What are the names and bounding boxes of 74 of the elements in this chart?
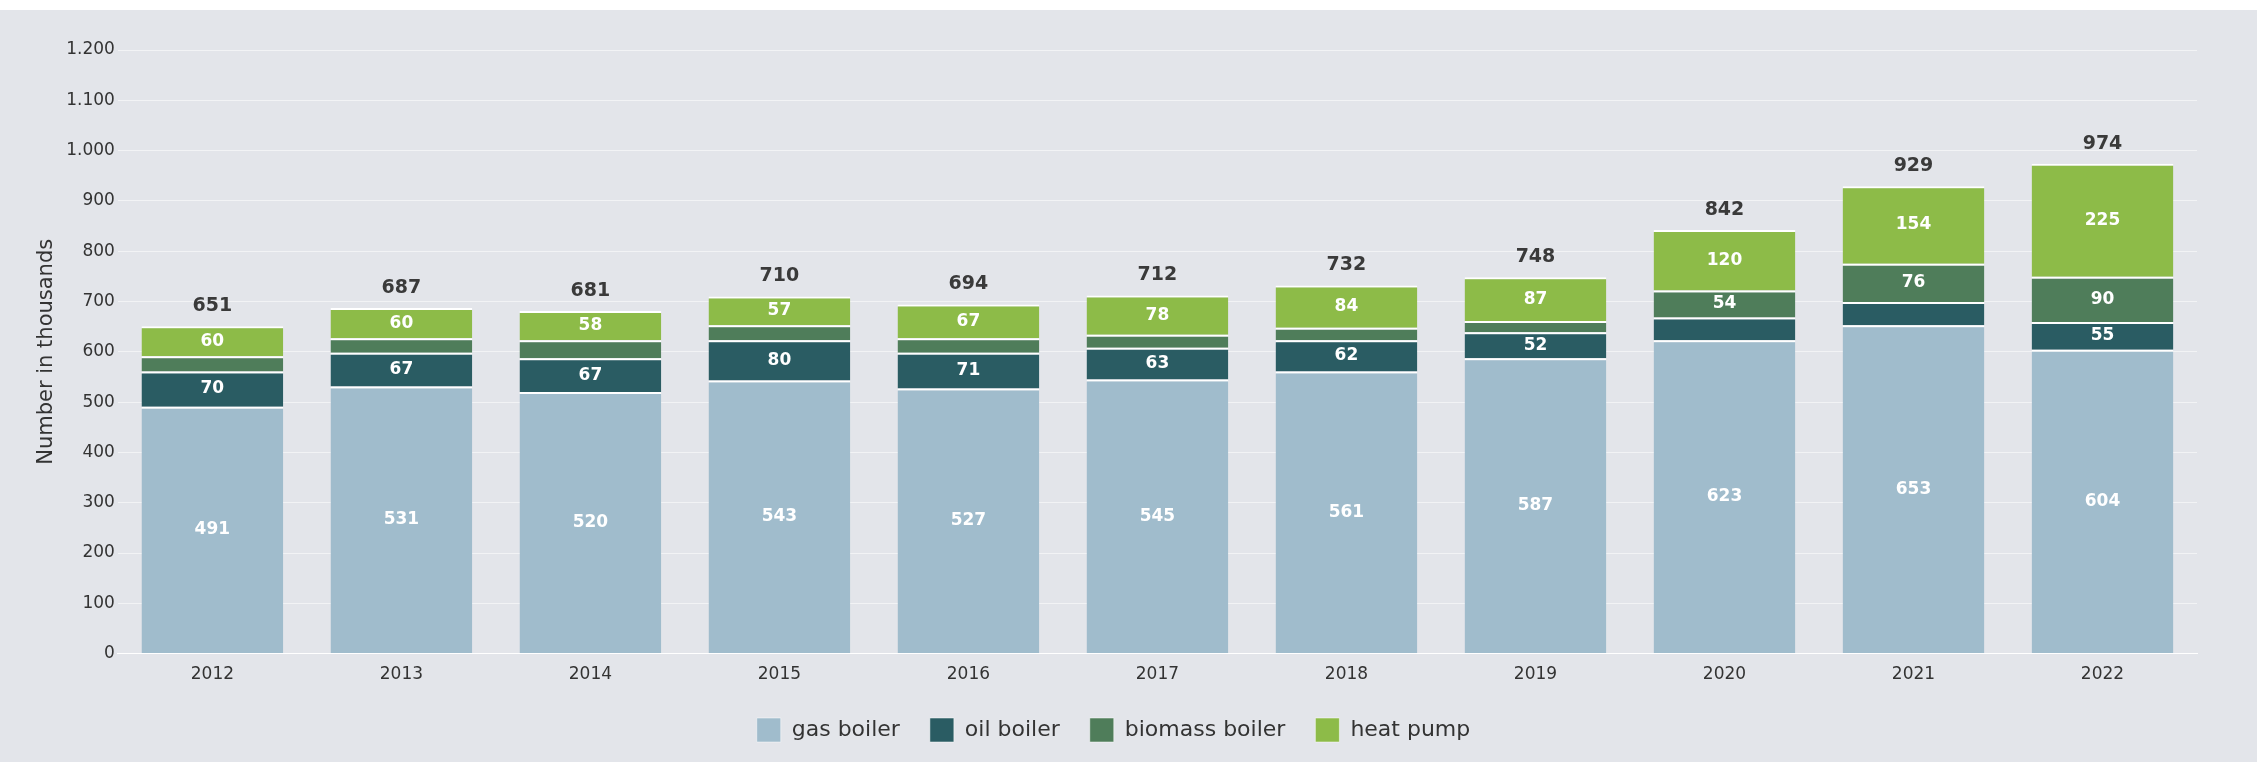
total-label: 681 (570, 277, 611, 300)
x-tick-label: 2019 (1513, 663, 1558, 684)
data-label: 52 (1523, 333, 1548, 354)
total-label: 710 (759, 263, 800, 286)
data-label: 120 (1706, 248, 1743, 269)
data-label: 71 (956, 359, 981, 380)
data-label: 67 (578, 363, 603, 384)
data-label: 531 (383, 508, 420, 529)
total-label: 748 (1515, 244, 1556, 267)
data-label: 76 (1901, 271, 1926, 292)
y-tick-label: 1.000 (66, 139, 115, 160)
total-label: 687 (381, 274, 422, 297)
data-label: 545 (1139, 504, 1176, 525)
data-label: 90 (2090, 287, 2115, 308)
data-label: 154 (1895, 213, 1932, 234)
data-label: 55 (2090, 324, 2115, 345)
data-label: 561 (1328, 500, 1365, 521)
y-tick-label: 1.200 (66, 38, 115, 59)
data-label: 520 (572, 510, 609, 531)
data-label: 62 (1334, 344, 1359, 365)
total-label: 712 (1137, 262, 1178, 285)
total-label: 929 (1893, 153, 1934, 176)
data-label: 67 (389, 358, 414, 379)
y-tick-label: 1.100 (66, 88, 115, 109)
y-tick-label: 500 (82, 390, 115, 411)
total-label: 651 (192, 293, 233, 316)
x-tick-label: 2012 (190, 663, 235, 684)
x-tick-label: 2022 (2080, 663, 2125, 684)
y-tick-label: 700 (82, 289, 115, 310)
y-tick-label: 900 (82, 189, 115, 210)
data-label: 87 (1523, 287, 1548, 308)
y-tick-label: 600 (82, 340, 115, 361)
x-tick-label: 2020 (1702, 663, 1747, 684)
data-label: 225 (2084, 208, 2121, 229)
y-axis-title: Number in thousands (33, 238, 58, 465)
legend-label: heat pump (1350, 715, 1471, 741)
x-tick-label: 2014 (568, 663, 613, 684)
y-tick-label: 100 (82, 591, 115, 612)
data-label: 57 (767, 299, 792, 320)
total-label: 732 (1326, 252, 1367, 275)
total-label: 974 (2082, 130, 2123, 153)
data-label: 67 (956, 309, 981, 330)
x-tick-label: 2021 (1891, 663, 1936, 684)
data-label: 63 (1145, 352, 1170, 373)
y-tick-label: 0 (104, 642, 115, 663)
data-label: 60 (389, 311, 414, 332)
y-tick-label: 400 (82, 440, 115, 461)
legend-label: oil boiler (964, 715, 1061, 741)
x-tick-label: 2017 (1135, 663, 1180, 684)
legend-label: gas boiler (791, 715, 901, 741)
total-label: 694 (948, 271, 989, 294)
data-label: 623 (1706, 485, 1743, 506)
data-label: 527 (950, 509, 987, 530)
data-label: 653 (1895, 477, 1932, 498)
x-tick-label: 2015 (757, 663, 802, 684)
data-label: 60 (200, 329, 225, 350)
data-label: 604 (2084, 489, 2121, 510)
y-tick-label: 800 (82, 239, 115, 260)
legend-label: biomass boiler (1124, 715, 1287, 741)
data-label: 70 (200, 377, 225, 398)
data-label: 78 (1145, 303, 1170, 324)
data-label: 84 (1334, 294, 1359, 315)
x-tick-label: 2013 (379, 663, 424, 684)
data-label: 58 (578, 314, 603, 335)
data-label: 54 (1712, 292, 1737, 313)
data-label: 587 (1517, 494, 1554, 515)
y-tick-label: 200 (82, 541, 115, 562)
x-tick-label: 2016 (946, 663, 991, 684)
y-tick-label: 300 (82, 491, 115, 512)
data-label: 80 (767, 348, 792, 369)
data-label: 543 (761, 505, 798, 526)
x-tick-label: 2018 (1324, 663, 1369, 684)
total-label: 842 (1704, 197, 1745, 220)
data-label: 491 (194, 518, 231, 539)
